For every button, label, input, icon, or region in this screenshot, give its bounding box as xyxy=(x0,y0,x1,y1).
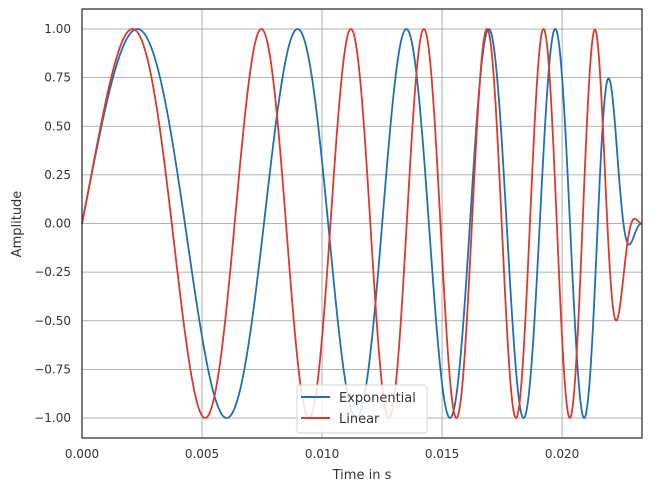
x-tick-label: 0.020 xyxy=(545,447,579,461)
y-axis-label: Amplitude xyxy=(10,191,25,258)
x-tick-label: 0.015 xyxy=(425,447,459,461)
x-tick-label: 0.000 xyxy=(65,447,99,461)
y-tick-label: 0.50 xyxy=(44,119,71,133)
legend-label-exponential: Exponential xyxy=(339,391,416,406)
legend-label-linear: Linear xyxy=(339,412,380,427)
line-linear xyxy=(81,28,643,420)
plot-frame xyxy=(81,8,643,439)
y-tick-label: −0.50 xyxy=(34,314,71,328)
x-axis-label: Time in s xyxy=(332,468,392,483)
x-tick-label: 0.005 xyxy=(185,447,219,461)
x-tick-label: 0.010 xyxy=(305,447,339,461)
y-tick-label: 0.75 xyxy=(44,71,71,85)
y-tick-label: −1.00 xyxy=(34,411,71,425)
y-tick-label: 0.00 xyxy=(44,217,71,231)
y-tick-label: 0.25 xyxy=(44,168,71,182)
y-tick-label: 1.00 xyxy=(44,22,71,36)
y-axis-ticks: 1.00 0.75 0.50 0.25 0.00 −0.25 −0.50 −0.75 −1.00 xyxy=(34,22,71,425)
x-axis-ticks: 0.000 0.005 0.010 0.015 0.020 xyxy=(65,447,579,461)
legend: Exponential Linear xyxy=(296,384,428,434)
y-tick-label: −0.75 xyxy=(34,362,71,376)
y-tick-label: −0.25 xyxy=(34,265,71,279)
grid-lines xyxy=(81,9,642,438)
